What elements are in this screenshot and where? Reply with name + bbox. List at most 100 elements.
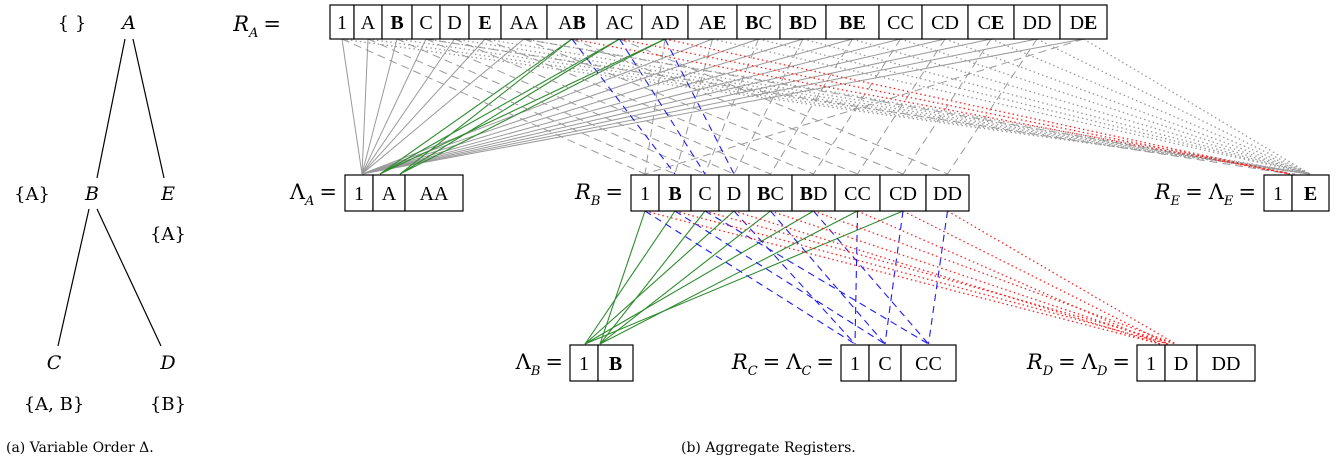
edge-ra-to-la — [361, 38, 992, 175]
register-rb-cell: DD — [933, 183, 962, 205]
register-lb-cell-box — [597, 344, 634, 382]
edge-ra-to-re-dotted — [852, 38, 1311, 175]
register-la-cell-box — [372, 174, 406, 212]
register-la-cell-box — [344, 174, 374, 212]
register-la-label: ΛA = — [289, 180, 337, 209]
register-ra-cell-box — [468, 4, 502, 40]
register-ra-cell: AC — [606, 12, 634, 34]
edge-ra-to-re-dotted — [396, 38, 1311, 175]
register-rd: 1 D DD — [1136, 344, 1256, 382]
register-ra-cell: AD — [651, 12, 680, 34]
register-ra-cell: E — [478, 12, 491, 34]
edge-ra-to-la — [361, 38, 455, 175]
register-la-cell-box — [404, 174, 464, 212]
register-lb-cell: 1 — [579, 353, 589, 375]
edge-rb-to-rd — [813, 210, 1177, 345]
node-e-dependency-set: {A} — [150, 224, 186, 245]
edge-ra-to-rb — [571, 38, 904, 175]
register-rc-label: RC = ΛC = — [731, 350, 834, 379]
register-connections — [341, 38, 1311, 345]
register-lb-cell: B — [609, 353, 622, 375]
edge-ra-to-rb-highlight — [619, 38, 706, 175]
edge-rb-to-rd — [733, 210, 1161, 345]
edge-ra-to-re-dotted — [341, 38, 1311, 175]
edge-rb-to-rc — [704, 210, 929, 345]
register-rc-cell: CC — [915, 353, 942, 375]
node-b-dependency-set: {A} — [14, 184, 50, 205]
tree-edge-b-c — [57, 208, 90, 347]
register-rb-cell-box — [925, 174, 970, 212]
edge-rb-to-lb — [584, 210, 904, 345]
edge-rb-to-lb — [584, 210, 814, 345]
edge-rb-to-rd — [857, 210, 1161, 345]
register-ra-cell-box — [1059, 4, 1108, 40]
edge-ra-to-re-highlight — [571, 38, 1291, 175]
edge-ra-to-rb — [644, 38, 666, 175]
register-ra-cell: D — [447, 12, 461, 34]
node-d-label: D — [159, 352, 175, 374]
edge-ra-to-rb — [857, 38, 946, 175]
edge-rb-to-lb — [599, 210, 858, 345]
register-la-cell: AA — [420, 183, 449, 205]
register-ra-cell-box — [1013, 4, 1061, 40]
register-ra-cell: BC — [745, 12, 772, 34]
edge-ra-to-rb — [947, 38, 1038, 175]
register-rb-cell-box — [834, 174, 881, 212]
register-rb-label: RB = — [574, 180, 623, 209]
register-ra-cell: DD — [1023, 12, 1052, 34]
register-re-cell-box — [1291, 174, 1330, 212]
edge-ra-to-re-dotted — [990, 38, 1311, 175]
register-la-cell: 1 — [354, 183, 364, 205]
edge-ra-to-re-dotted — [944, 38, 1311, 175]
register-ra-cell-box — [329, 4, 355, 40]
register-ra-cell: AE — [699, 12, 727, 34]
edge-rb-to-rc — [644, 210, 856, 345]
edge-rb-to-lb — [584, 210, 735, 345]
register-rd-cell: DD — [1212, 353, 1241, 375]
register-rd-cell-box — [1164, 344, 1198, 382]
edge-ra-to-re-dotted — [367, 38, 1311, 175]
edge-ra-to-re-dotted — [454, 38, 1311, 175]
register-rb-cell: 1 — [640, 183, 650, 205]
edge-ra-to-rb — [674, 38, 713, 175]
register-ra-cell: BD — [789, 12, 817, 34]
edge-rb-to-lb — [599, 210, 771, 345]
register-rd-cell-box — [1196, 344, 1256, 382]
edge-ra-to-re-highlight — [619, 38, 1291, 175]
register-rc-cell-box — [900, 344, 957, 382]
edge-ra-to-rb — [704, 38, 759, 175]
edge-ra-to-rb — [484, 38, 814, 175]
register-labels: RA = ΛA = RB = RE = ΛE = ΛB = RC = ΛC = RD = ΛD = — [232, 12, 1256, 379]
edge-rb-to-rc — [884, 210, 904, 345]
register-rb-cell-box — [630, 174, 660, 212]
edge-ra-to-re-dotted — [900, 38, 1311, 175]
register-rb-cell-box — [690, 174, 720, 212]
node-b-label: B — [84, 183, 99, 205]
edge-rb-to-rc — [674, 210, 886, 345]
register-ra-cell-box — [921, 4, 969, 40]
register-rd-cell-box — [1136, 344, 1166, 382]
edge-ra-to-la — [361, 38, 369, 175]
edge-rb-to-lb — [599, 210, 646, 345]
node-e-label: E — [160, 183, 175, 205]
register-rc-cell: 1 — [850, 353, 860, 375]
register-rc: 1 C CC — [840, 344, 957, 382]
edge-ra-to-la-highlight — [379, 38, 666, 175]
register-ra-cell: B — [390, 12, 403, 34]
caption-panel-a: (a) Variable Order Δ. — [6, 440, 154, 456]
edge-rb-to-rc — [733, 210, 856, 345]
register-re-cell: 1 — [1273, 183, 1283, 205]
register-rb-cell: C — [698, 183, 711, 205]
edge-rb-to-rd — [947, 210, 1177, 345]
edge-ra-to-re-dotted — [758, 38, 1311, 175]
tree-edge-a-e — [132, 38, 165, 179]
register-ra-cell-box — [546, 4, 598, 40]
edge-rb-to-rc — [813, 210, 929, 345]
register-ra-cell-box — [825, 4, 880, 40]
edge-ra-to-la — [361, 38, 486, 175]
edge-ra-to-la-highlight — [399, 38, 620, 175]
register-rb: 1 B C D BC BD CC CD DD — [630, 174, 970, 212]
edge-ra-to-la — [361, 38, 946, 175]
